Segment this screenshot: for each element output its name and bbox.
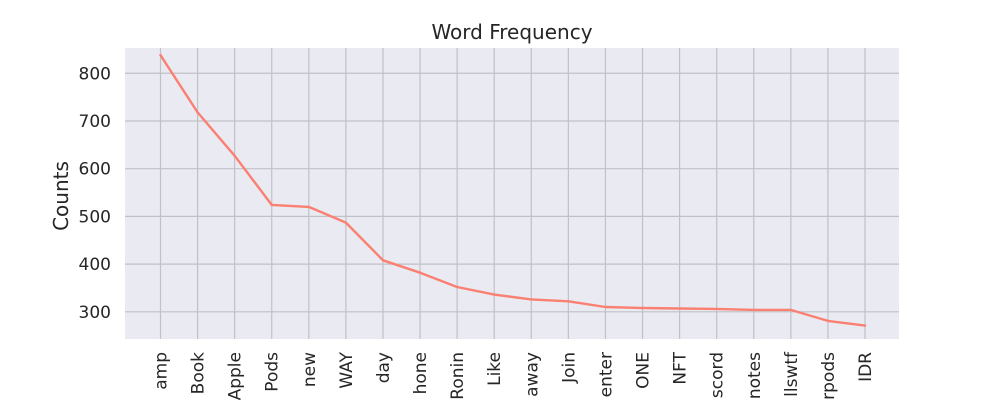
data-point [604,305,607,309]
x-tick-label: scord [708,352,728,398]
x-tick-label: notes [745,352,765,399]
data-point [381,259,385,262]
data-point [344,221,348,224]
x-tick-label: IDR [856,352,876,382]
x-axis-ticks: amp Book Apple Pods new WAY day hone Ronin Like aw… [152,351,877,400]
data-point [455,285,459,289]
data-point [493,293,496,296]
y-tick-label: 800 [79,64,111,84]
data-point [159,53,162,57]
data-point [678,307,681,310]
x-tick-label: day [374,352,394,383]
data-point [641,306,644,310]
y-tick-label: 600 [79,160,111,180]
data-point [863,324,867,327]
x-tick-label: hone [411,352,431,394]
x-tick-label: ONE [634,352,654,389]
x-tick-label: llswtf [782,351,802,397]
y-tick-label: 700 [79,112,111,132]
y-axis-ticks: 300 400 500 600 700 800 [79,64,111,323]
data-point [789,308,793,312]
x-tick-label: WAY [337,351,357,388]
x-tick-label: NFT [671,351,691,384]
data-point [752,308,755,312]
data-point [530,298,533,301]
data-point [715,307,718,311]
x-tick-label: Book [189,352,209,394]
data-point [307,205,311,209]
x-tick-label: Like [485,352,505,386]
data-point [567,300,570,303]
y-tick-label: 400 [79,255,111,275]
x-tick-label: amp [152,352,172,390]
x-tick-label: Ronin [448,352,468,400]
x-tick-label: enter [596,352,616,397]
series-layer [159,53,867,327]
x-tick-label: Join [559,352,579,384]
data-point [270,203,273,207]
x-tick-label: Pods [263,352,283,392]
data-point [196,111,199,114]
grid-lines [125,48,899,339]
plot-area [125,48,899,339]
data-point [418,271,422,274]
y-axis-label: Counts [49,161,73,231]
x-tick-label: new [300,352,320,387]
x-tick-label: away [522,352,542,397]
y-tick-label: 500 [79,207,111,227]
y-tick-label: 300 [79,303,111,323]
x-tick-label: Apple [226,352,246,400]
chart-title: Word Frequency [431,20,592,44]
x-tick-label: rpods [819,352,839,400]
data-point [233,154,236,158]
data-point [826,319,830,323]
series-line [159,54,867,327]
